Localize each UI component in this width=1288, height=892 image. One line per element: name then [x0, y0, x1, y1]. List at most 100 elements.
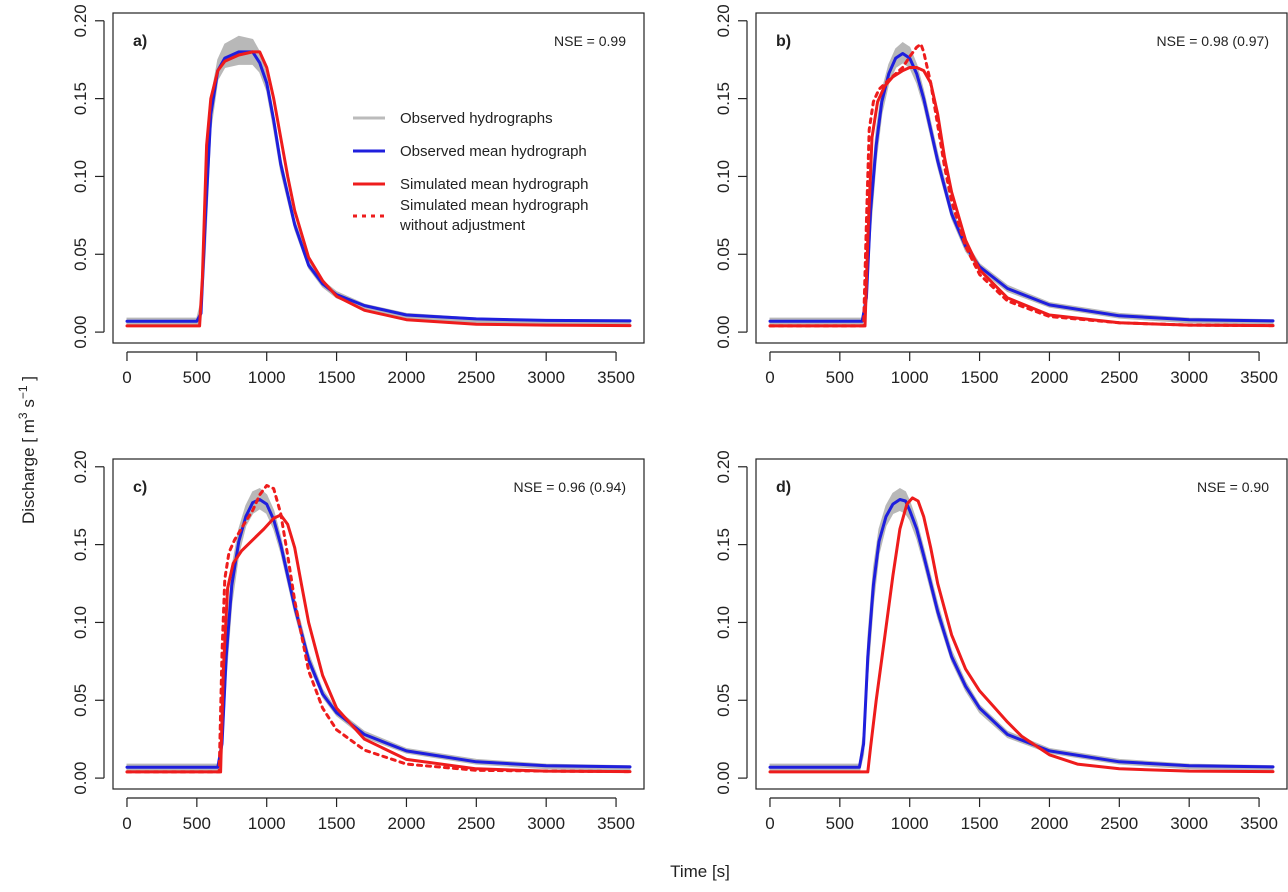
observed-hydrographs-band	[769, 488, 1274, 773]
y-axis-title-part: s	[19, 399, 38, 412]
simulated-mean-line	[768, 66, 1275, 328]
x-tick-label: 1500	[318, 814, 356, 833]
y-tick-label: 0.00	[714, 316, 733, 349]
y-tick-label: 0.15	[714, 528, 733, 561]
nse-annotation: NSE = 0.99	[554, 33, 626, 49]
x-tick-label: 1500	[961, 368, 999, 387]
y-tick-label: 0.10	[714, 160, 733, 193]
y-tick-label: 0.15	[714, 82, 733, 115]
y-tick-label: 0.20	[71, 450, 90, 483]
x-tick-label: 500	[183, 368, 211, 387]
x-tick-label: 2000	[388, 368, 426, 387]
y-axis-title: Discharge [ m3 s−1 ]	[16, 376, 38, 524]
legend-label: Observed mean hydrograph	[400, 143, 587, 160]
y-tick-label: 0.00	[714, 762, 733, 795]
simulated-mean-line	[125, 513, 632, 774]
x-axis-title: Time [s]	[670, 862, 730, 881]
y-tick-label: 0.15	[71, 82, 90, 115]
observed-hydrographs-band	[126, 488, 631, 773]
y-tick-label: 0.05	[71, 238, 90, 271]
observed-hydrographs-band	[769, 41, 1274, 327]
panels: 0 500 1000 1500 2000 2500 3000 3500 0.00 0.05 0.10…	[71, 4, 1288, 833]
panel-frame	[112, 12, 645, 344]
y-tick-label: 0.05	[714, 238, 733, 271]
simulated-unadjusted-line	[768, 42, 1275, 328]
x-tick-label: 3000	[1170, 368, 1208, 387]
simulated-mean-line	[768, 496, 1275, 774]
x-tick-label: 0	[122, 368, 131, 387]
panel-b: 0 500 1000 1500 2000 2500 3000 3500 0.00 0.05 0.10…	[714, 4, 1288, 387]
x-tick-label: 2000	[1031, 368, 1069, 387]
panel-d: 0 500 1000 1500 2000 2500 3000 3500 0.00 0.05 0.10…	[714, 450, 1288, 833]
observed-mean-line	[768, 52, 1275, 323]
plot-area	[768, 41, 1275, 328]
x-tick-label: 2000	[388, 814, 426, 833]
legend-label: Observed hydrographs	[400, 110, 553, 127]
y-tick-label: 0.15	[71, 528, 90, 561]
observed-mean-line	[125, 498, 632, 769]
panel-c: 0 500 1000 1500 2000 2500 3000 3500 0.00 0.05 0.10…	[71, 450, 645, 833]
panel-label: d)	[776, 479, 791, 496]
nse-annotation: NSE = 0.98 (0.97)	[1157, 33, 1269, 49]
y-tick-label: 0.10	[714, 606, 733, 639]
y-tick-label: 0.00	[71, 316, 90, 349]
panel-frame	[755, 12, 1288, 344]
y-axis-title-superscript: 3	[16, 412, 30, 419]
y-tick-label: 0.00	[71, 762, 90, 795]
legend: Observed hydrographs Observed mean hydrog…	[353, 110, 588, 234]
panel-a: 0 500 1000 1500 2000 2500 3000 3500 0.00 0.05 0.10…	[71, 4, 645, 387]
x-tick-label: 0	[765, 368, 774, 387]
x-tick-label: 1500	[961, 814, 999, 833]
y-axis-title-superscript: −1	[16, 385, 30, 399]
x-tick-label: 2500	[1100, 814, 1138, 833]
x-tick-label: 500	[826, 368, 854, 387]
x-tick-label: 1000	[891, 814, 929, 833]
y-axis-title-part: Discharge [ m	[19, 419, 38, 524]
y-tick-label: 0.10	[71, 160, 90, 193]
nse-annotation: NSE = 0.90	[1197, 479, 1269, 495]
panel-frame	[112, 458, 645, 790]
x-tick-label: 500	[826, 814, 854, 833]
x-tick-label: 3000	[527, 368, 565, 387]
x-tick-label: 3000	[527, 814, 565, 833]
legend-label: Simulated mean hydrograph	[400, 176, 588, 193]
legend-label: without adjustment	[399, 217, 526, 234]
panel-label: a)	[133, 33, 147, 50]
x-tick-label: 3000	[1170, 814, 1208, 833]
nse-annotation: NSE = 0.96 (0.94)	[514, 479, 626, 495]
x-tick-label: 3500	[1240, 814, 1278, 833]
x-tick-label: 2500	[1100, 368, 1138, 387]
y-tick-label: 0.05	[71, 684, 90, 717]
x-tick-label: 0	[122, 814, 131, 833]
y-tick-label: 0.20	[714, 4, 733, 37]
x-tick-label: 1000	[248, 814, 286, 833]
panel-frame	[755, 458, 1288, 790]
x-tick-label: 2000	[1031, 814, 1069, 833]
x-tick-label: 2500	[457, 814, 495, 833]
panel-label: b)	[776, 33, 791, 50]
plot-area	[125, 35, 632, 328]
y-tick-label: 0.05	[714, 684, 733, 717]
y-tick-label: 0.20	[714, 450, 733, 483]
x-tick-label: 1500	[318, 368, 356, 387]
simulated-mean-line	[125, 50, 632, 328]
y-axis-title-part: ]	[19, 376, 38, 385]
x-tick-label: 2500	[457, 368, 495, 387]
x-tick-label: 0	[765, 814, 774, 833]
legend-label: Simulated mean hydrograph	[400, 197, 588, 214]
y-tick-label: 0.20	[71, 4, 90, 37]
plot-area	[125, 484, 632, 774]
x-tick-label: 1000	[248, 368, 286, 387]
x-tick-label: 500	[183, 814, 211, 833]
observed-mean-line	[125, 50, 632, 323]
x-tick-label: 3500	[597, 814, 635, 833]
panel-label: c)	[133, 479, 147, 496]
x-tick-label: 1000	[891, 368, 929, 387]
simulated-unadjusted-line	[125, 484, 632, 774]
x-tick-label: 3500	[1240, 368, 1278, 387]
y-tick-label: 0.10	[71, 606, 90, 639]
observed-mean-line	[768, 498, 1275, 769]
x-tick-label: 3500	[597, 368, 635, 387]
plot-area	[768, 488, 1275, 774]
